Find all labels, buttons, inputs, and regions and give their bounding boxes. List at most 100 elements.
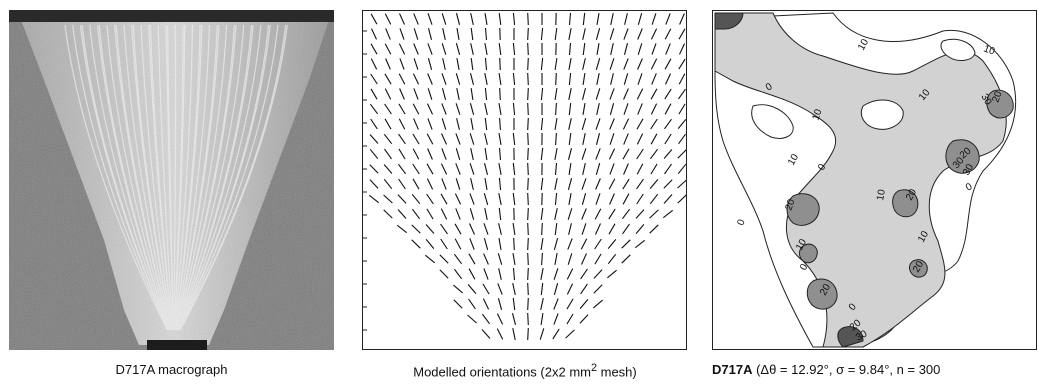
orientation-vector bbox=[608, 148, 616, 160]
orientation-vector bbox=[512, 282, 516, 296]
orientation-vector bbox=[455, 43, 461, 55]
orientation-vector bbox=[385, 58, 391, 70]
orientation-vector bbox=[622, 118, 630, 130]
orientation-vector bbox=[540, 147, 544, 161]
orientation-vector bbox=[610, 73, 614, 85]
orientation-vector bbox=[527, 237, 529, 251]
orientation-caption: Modelled orientations (2x2 mm2 mesh) bbox=[354, 362, 696, 379]
orientation-vector bbox=[609, 133, 615, 145]
orientation-vector bbox=[455, 208, 461, 220]
orientation-vector bbox=[481, 329, 491, 339]
orientation-vector bbox=[594, 223, 602, 235]
orientation-vector bbox=[553, 298, 559, 310]
orientation-vector bbox=[608, 208, 616, 220]
orientation-vector bbox=[440, 208, 448, 220]
orientation-vector bbox=[469, 163, 475, 175]
orientation-vector bbox=[511, 313, 517, 325]
orientation-vector bbox=[384, 88, 392, 100]
orientation-vector bbox=[582, 58, 586, 70]
orientation-vector bbox=[484, 102, 488, 116]
orientation-vector bbox=[649, 179, 659, 189]
orientation-vector bbox=[595, 133, 601, 145]
orientation-vector bbox=[455, 163, 461, 175]
orientation-vector bbox=[483, 163, 489, 175]
orientation-vector bbox=[498, 133, 502, 145]
orientation-vector bbox=[609, 118, 615, 130]
orientation-vector bbox=[498, 73, 502, 85]
orientation-vector bbox=[455, 148, 461, 160]
contour-label: 10 bbox=[875, 188, 888, 201]
orientation-vector bbox=[512, 162, 516, 176]
orientation-vector bbox=[397, 194, 407, 204]
orientation-vector bbox=[397, 209, 407, 219]
orientation-vector bbox=[568, 72, 572, 86]
orientation-vector bbox=[412, 148, 420, 160]
orientation-vector bbox=[496, 328, 504, 340]
orientation-vector bbox=[484, 207, 488, 221]
orientation-vector bbox=[527, 42, 529, 56]
orientation-vector bbox=[440, 163, 448, 175]
orientation-vector bbox=[609, 58, 615, 70]
orientation-vector bbox=[663, 194, 673, 204]
contour-label: 20 bbox=[990, 89, 1004, 104]
orientation-vector bbox=[554, 207, 558, 221]
orientation-vector bbox=[497, 298, 503, 310]
orientation-vector bbox=[384, 73, 392, 85]
orientation-vector bbox=[413, 13, 419, 25]
orientation-vector bbox=[541, 222, 543, 236]
orientation-vector bbox=[568, 42, 572, 56]
orientation-vector bbox=[624, 13, 628, 25]
orientation-vector bbox=[484, 117, 488, 131]
orientation-vector bbox=[384, 13, 392, 25]
orientation-vector bbox=[469, 238, 475, 250]
orientation-vector bbox=[368, 194, 380, 204]
orientation-vector bbox=[467, 314, 477, 324]
orientation-vector bbox=[470, 117, 474, 131]
macrograph-svg bbox=[9, 10, 334, 350]
orientation-vector bbox=[581, 223, 587, 235]
orientation-vector bbox=[427, 148, 433, 160]
orientation-vector bbox=[469, 193, 475, 205]
orientation-vector bbox=[398, 103, 406, 115]
orientation-vector bbox=[383, 178, 393, 190]
orientation-vector bbox=[442, 27, 446, 41]
orientation-vector bbox=[439, 269, 449, 279]
orientation-vector bbox=[481, 313, 491, 325]
orientation-vector bbox=[469, 73, 475, 85]
contour-label: 0 bbox=[847, 301, 859, 313]
orientation-vector bbox=[469, 208, 475, 220]
orientation-vector bbox=[540, 27, 544, 41]
orientation-vector bbox=[664, 28, 672, 40]
orientation-vector bbox=[468, 268, 476, 280]
orientation-vector bbox=[621, 239, 631, 249]
orientation-vector bbox=[527, 87, 529, 101]
orientation-vector bbox=[664, 118, 672, 130]
orientation-vector bbox=[427, 43, 433, 55]
orientation-vector bbox=[399, 88, 405, 100]
orientation-vector bbox=[582, 12, 586, 26]
orientation-vector bbox=[497, 253, 503, 265]
orientation-vector bbox=[399, 28, 405, 40]
orientation-vector bbox=[498, 13, 502, 25]
contour-label: 20 bbox=[904, 187, 919, 203]
macrograph-image bbox=[9, 10, 334, 350]
orientation-vector bbox=[483, 253, 489, 265]
orientation-vector bbox=[411, 239, 421, 249]
orientation-vector bbox=[498, 147, 502, 161]
orientation-vector bbox=[439, 254, 449, 264]
orientation-vector bbox=[527, 297, 529, 311]
orientation-vector bbox=[554, 118, 558, 130]
orientation-vector bbox=[581, 208, 587, 220]
orientation-vector bbox=[582, 103, 586, 115]
orientation-vector bbox=[484, 148, 488, 160]
orientation-vector bbox=[555, 132, 557, 146]
orientation-vector bbox=[621, 254, 631, 264]
contour-label: 10 bbox=[982, 43, 997, 57]
contour-label: 10 bbox=[810, 107, 824, 122]
orientation-vector bbox=[609, 163, 615, 175]
orientation-vector bbox=[441, 118, 447, 130]
orientation-vector bbox=[581, 178, 587, 190]
orientation-vector bbox=[427, 58, 433, 70]
orientation-vector bbox=[678, 28, 686, 40]
orientation-vector bbox=[664, 88, 672, 100]
